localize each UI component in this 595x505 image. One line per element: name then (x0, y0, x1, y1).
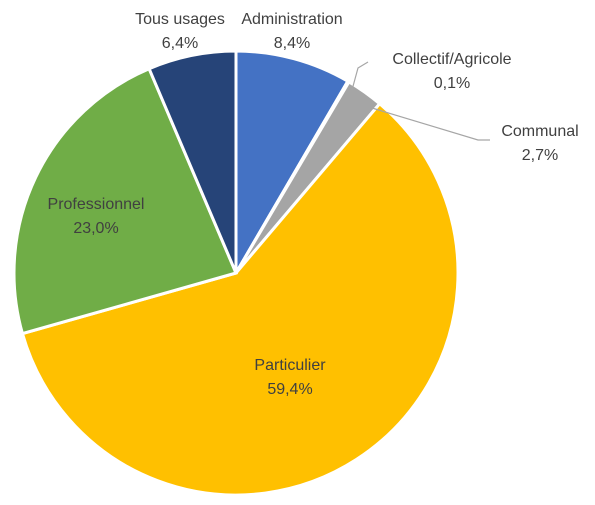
leader-line (371, 107, 490, 141)
pie-slice (147, 49, 238, 274)
pie-slice (234, 49, 350, 279)
slice-value: 8,4% (274, 35, 310, 52)
slice-value: 2,7% (522, 147, 558, 164)
leader-line (351, 61, 369, 91)
slice-label: Professionnel (48, 196, 145, 213)
slice-label: Administration (241, 11, 342, 28)
slice-value: 0,1% (434, 75, 470, 92)
slice-label: Communal (501, 123, 578, 140)
slice-label: Particulier (254, 357, 326, 374)
slice-label: Tous usages (135, 11, 225, 28)
pie-slice (12, 66, 239, 336)
slice-label: Collectif/Agricole (392, 51, 511, 68)
slice-value: 59,4% (267, 381, 312, 398)
slice-value: 23,0% (73, 220, 118, 237)
slice-value: 6,4% (162, 35, 198, 52)
pie-slice (20, 101, 460, 497)
